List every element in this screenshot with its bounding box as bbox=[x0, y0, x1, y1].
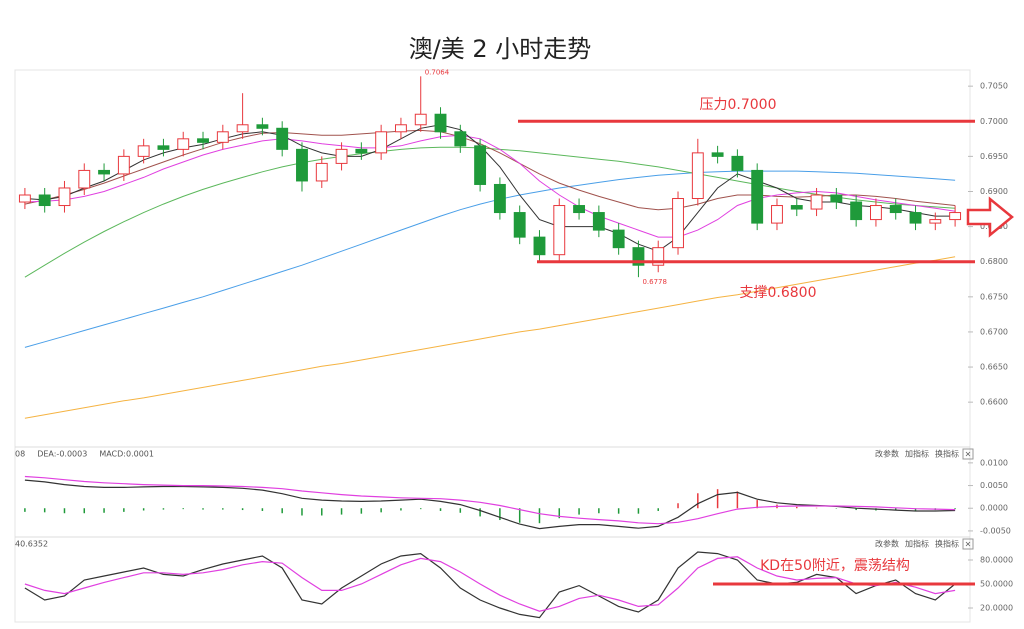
frame bbox=[14, 69, 971, 623]
y-tick-label: 0.6700 bbox=[980, 327, 1008, 336]
candle-body bbox=[869, 205, 882, 221]
indicator-header: DEA:-0.0003 bbox=[37, 450, 87, 459]
candle-body bbox=[592, 212, 605, 231]
candle-body bbox=[78, 169, 91, 189]
candle-body bbox=[375, 131, 388, 154]
candle-body bbox=[256, 124, 269, 129]
candle-body bbox=[355, 148, 368, 154]
candle-body bbox=[493, 183, 506, 214]
annotation: 支撑0.6800 bbox=[740, 285, 817, 301]
indicator-line bbox=[24, 256, 956, 419]
candle-body bbox=[731, 155, 744, 171]
candle-body bbox=[236, 124, 249, 133]
candle-body bbox=[909, 212, 922, 224]
candle-body bbox=[157, 145, 170, 150]
direction-arrow bbox=[966, 196, 1014, 238]
candle-body bbox=[197, 138, 209, 143]
candle-body bbox=[632, 247, 645, 266]
min-label: 0.6778 bbox=[642, 278, 667, 286]
candle-body bbox=[434, 113, 447, 133]
candle-body bbox=[929, 219, 942, 224]
candle-body bbox=[889, 205, 902, 214]
candle-body bbox=[335, 148, 348, 164]
candle-body bbox=[513, 212, 526, 238]
y-tick-label: 0.6900 bbox=[980, 187, 1008, 196]
candle-body bbox=[652, 247, 665, 266]
indicator-line bbox=[24, 134, 956, 238]
candle-body bbox=[315, 162, 328, 182]
close-box[interactable] bbox=[962, 538, 974, 550]
toolbar-button[interactable]: 加指标 bbox=[905, 539, 929, 549]
candle-body bbox=[949, 212, 962, 221]
indicator-header: 08 bbox=[15, 450, 25, 459]
candle-body bbox=[276, 127, 289, 150]
annotation: 压力0.7000 bbox=[700, 97, 777, 113]
close-box[interactable] bbox=[962, 448, 974, 460]
y-tick-label: 0.6950 bbox=[980, 152, 1008, 161]
y-tick-label: 0.0050 bbox=[980, 481, 1008, 490]
toolbar-button[interactable]: × bbox=[965, 540, 972, 549]
max-label: 0.7064 bbox=[425, 68, 450, 76]
toolbar-button[interactable]: 加指标 bbox=[905, 449, 929, 459]
indicator-header: MACD:0.0001 bbox=[99, 450, 154, 459]
candle-body bbox=[553, 205, 566, 256]
candle-body bbox=[771, 205, 783, 224]
toolbar-button[interactable]: 换指标 bbox=[935, 539, 959, 549]
candle-body bbox=[474, 145, 487, 185]
candle-body bbox=[216, 131, 229, 143]
indicator-line bbox=[24, 556, 956, 612]
y-tick-label: 0.6650 bbox=[980, 363, 1008, 372]
y-tick-label: 0.6800 bbox=[980, 257, 1008, 266]
indicator-line bbox=[24, 551, 956, 619]
y-tick-label: -0.0050 bbox=[980, 526, 1011, 535]
candle-body bbox=[850, 201, 863, 221]
y-tick-label: 50.0000 bbox=[980, 580, 1013, 589]
candle-body bbox=[711, 152, 724, 157]
y-tick-label: 0.0000 bbox=[980, 504, 1008, 513]
candle-body bbox=[117, 155, 130, 175]
candle-body bbox=[810, 194, 823, 210]
toolbar-button[interactable]: 改参数 bbox=[875, 539, 899, 549]
toolbar-button[interactable]: 改参数 bbox=[875, 449, 899, 459]
candle-body bbox=[454, 131, 467, 147]
indicator-line bbox=[24, 129, 956, 211]
candle-body bbox=[58, 187, 71, 207]
y-tick-label: 80.0000 bbox=[980, 556, 1013, 565]
indicator-header: 40.6352 bbox=[15, 540, 48, 549]
candle-body bbox=[612, 229, 625, 249]
candle-body bbox=[751, 169, 764, 224]
candle-body bbox=[533, 236, 546, 256]
annotation: KD在50附近，震荡结构 bbox=[760, 558, 910, 574]
candle-body bbox=[790, 205, 803, 210]
candle-body bbox=[98, 169, 111, 175]
candle-body bbox=[672, 198, 684, 249]
indicator-line bbox=[24, 475, 956, 525]
candle-body bbox=[18, 194, 31, 203]
indicator-line bbox=[24, 479, 956, 530]
candle-body bbox=[414, 113, 427, 126]
y-tick-label: 0.7000 bbox=[980, 117, 1008, 126]
candle-body bbox=[830, 194, 843, 203]
y-tick-label: 20.0000 bbox=[980, 604, 1013, 613]
candle-body bbox=[177, 138, 190, 150]
candle-body bbox=[296, 148, 308, 182]
candle-body bbox=[691, 152, 704, 200]
toolbar-button[interactable]: × bbox=[965, 450, 972, 459]
candle-body bbox=[137, 145, 150, 157]
y-tick-label: 0.7050 bbox=[980, 82, 1008, 91]
candle-body bbox=[573, 205, 586, 214]
candle-body bbox=[394, 124, 407, 133]
indicator-line bbox=[24, 170, 956, 348]
y-tick-label: 0.6600 bbox=[980, 398, 1008, 407]
y-tick-label: 0.6750 bbox=[980, 292, 1008, 301]
toolbar-button[interactable]: 换指标 bbox=[935, 449, 959, 459]
y-tick-label: 0.0100 bbox=[980, 458, 1008, 467]
candle-body bbox=[38, 194, 51, 207]
chart-title: 澳/美 2 小时走势 bbox=[409, 35, 592, 63]
